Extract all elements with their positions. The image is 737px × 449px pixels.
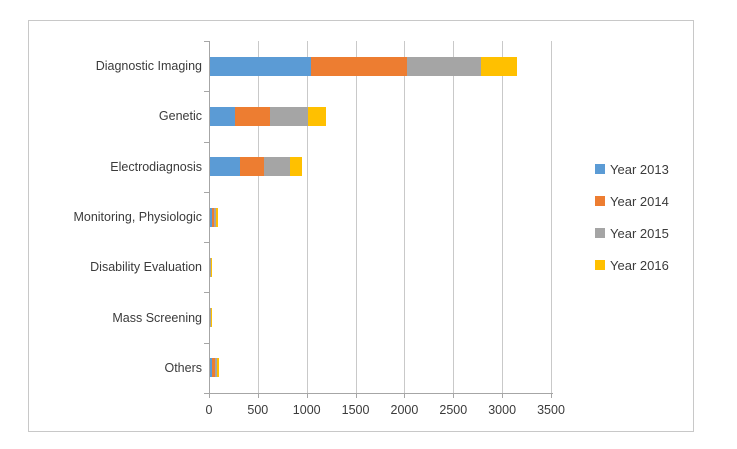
category-label: Genetic: [158, 109, 202, 124]
y-tick-mark-3: [204, 191, 209, 193]
bar-segment-year-2016: [216, 358, 220, 378]
bar-segment-year-2013: [209, 157, 241, 177]
gridline-1000: [306, 41, 308, 393]
value-axis-line: [204, 393, 553, 394]
gridline-1500: [355, 41, 357, 393]
legend-swatch-icon: [595, 260, 605, 270]
legend-swatch-icon: [595, 228, 605, 238]
category-label: Diagnostic Imaging: [95, 59, 202, 74]
y-tick-mark-4: [204, 242, 209, 244]
bar-segment-year-2015: [214, 358, 217, 378]
gridline-3500: [551, 41, 552, 393]
bar-segment-year-2013: [209, 358, 213, 378]
bar-segment-year-2013: [209, 207, 212, 227]
gridline-500: [257, 41, 259, 393]
bar-segment-year-2015: [210, 257, 212, 277]
bar-segment-year-2016: [215, 207, 218, 227]
x-tick-label-3000: 3000: [488, 403, 517, 417]
category-label: Others: [164, 360, 202, 375]
x-tick-label-1000: 1000: [292, 403, 321, 417]
x-tick-label-3500: 3500: [537, 403, 565, 417]
legend-item-year-2014[interactable]: Year 2014: [595, 193, 669, 209]
bar-segment-year-2015: [264, 157, 291, 177]
y-tick-mark-2: [204, 141, 209, 143]
legend-label: Year 2016: [610, 257, 669, 273]
y-tick-mark-1: [204, 91, 209, 93]
category-label: Monitoring, Physiologic: [73, 210, 202, 224]
bar-segment-year-2013: [209, 106, 236, 126]
x-tick-label-0: 0: [205, 403, 213, 417]
category-label: Electrodiagnosis: [110, 159, 202, 174]
bar-segment-year-2014: [240, 157, 265, 177]
y-tick-mark-7: [204, 393, 209, 394]
x-tick-label-2500: 2500: [439, 403, 468, 417]
x-tick-label-1500: 1500: [341, 403, 370, 417]
bar-segment-year-2014: [211, 207, 214, 227]
x-tick-label-500: 500: [247, 403, 269, 417]
x-tick-mark-2000: [404, 393, 406, 398]
category-label: Mass Screening: [112, 310, 202, 325]
legend-swatch-icon: [595, 164, 605, 174]
bar-segment-year-2016: [290, 157, 302, 177]
bar-segment-year-2013: [209, 56, 311, 76]
x-tick-mark-2500: [453, 393, 455, 398]
bar-segment-year-2015: [407, 56, 481, 76]
bar-segment-year-2015: [270, 106, 309, 126]
chart-frame: Diagnostic Imaging Genetic Electrodiagnosi…: [28, 20, 694, 432]
legend-item-year-2013[interactable]: Year 2013: [595, 161, 669, 177]
x-tick-mark-500: [257, 393, 259, 398]
x-tick-mark-1000: [306, 393, 308, 398]
legend-item-year-2015[interactable]: Year 2015: [595, 225, 669, 241]
bar-segment-year-2016: [480, 56, 517, 76]
gridline-2500: [453, 41, 455, 393]
bar-segment-year-2015: [213, 207, 216, 227]
category-label: Disability Evaluation: [90, 260, 202, 275]
x-tick-mark-3500: [551, 393, 552, 398]
category-axis-line: [209, 41, 210, 393]
bar-segment-year-2014: [310, 56, 408, 76]
gridline-3000: [502, 41, 504, 393]
legend-item-year-2016[interactable]: Year 2016: [595, 257, 669, 273]
gridline-2000: [404, 41, 406, 393]
x-tick-mark-0: [209, 393, 210, 398]
bar-segment-year-2014: [235, 106, 271, 126]
x-tick-mark-3000: [502, 393, 504, 398]
y-tick-mark-6: [204, 342, 209, 344]
legend-label: Year 2014: [610, 193, 669, 209]
legend-label: Year 2015: [610, 225, 669, 241]
bar-segment-year-2014: [212, 358, 215, 378]
legend-label: Year 2013: [610, 161, 669, 177]
y-tick-mark-0: [204, 41, 209, 42]
legend-swatch-icon: [595, 196, 605, 206]
bar-segment-year-2016: [308, 106, 327, 126]
y-tick-mark-5: [204, 292, 209, 294]
x-tick-mark-1500: [355, 393, 357, 398]
x-tick-label-2000: 2000: [390, 403, 419, 417]
